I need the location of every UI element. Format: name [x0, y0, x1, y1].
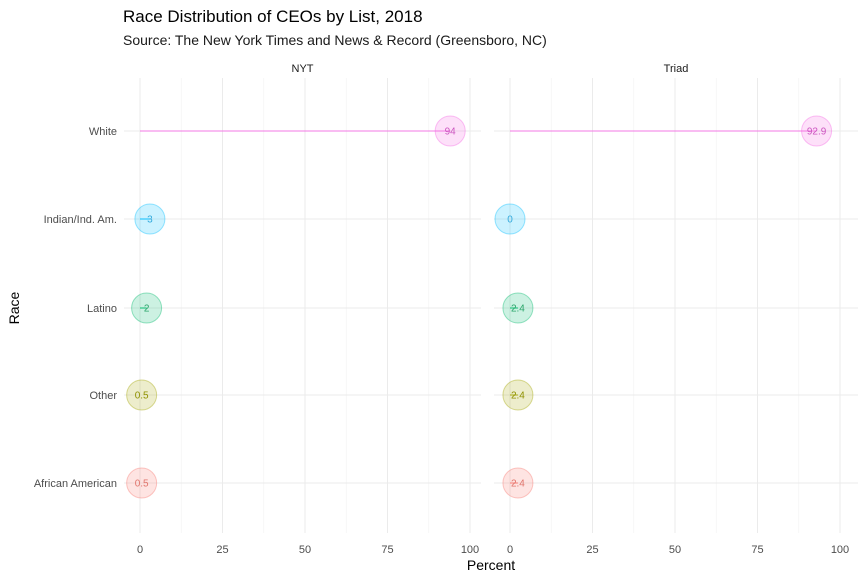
x-axis-title: Percent [467, 557, 515, 573]
data-point [134, 203, 166, 235]
data-label: 94 [445, 127, 457, 138]
facet-label: Triad [664, 63, 689, 75]
data-label: 0 [507, 215, 513, 226]
x-tick-label: 100 [831, 544, 849, 556]
plot-area: NYT 0 25 50 75 100 94 3 2 0.5 0.5 Triad 0 25 50 75 100 92… [34, 63, 858, 556]
data-label: 0.5 [135, 391, 149, 402]
data-label: 92.9 [807, 127, 827, 138]
x-tick-label: 75 [751, 544, 763, 556]
facet-label: NYT [292, 63, 314, 75]
data-point [131, 292, 163, 324]
data-label: 3 [147, 215, 153, 226]
x-tick-label: 50 [669, 544, 681, 556]
y-category-label: Other [89, 390, 117, 402]
data-point [502, 467, 534, 499]
y-category-label: Indian/Ind. Am. [44, 214, 117, 226]
data-label: 2.4 [511, 391, 525, 402]
data-label: 2.4 [511, 479, 525, 490]
data-label: 0.5 [135, 479, 149, 490]
chart-subtitle: Source: The New York Times and News & Re… [123, 32, 547, 48]
y-category-label: Latino [87, 303, 117, 315]
x-tick-label: 25 [216, 544, 228, 556]
x-tick-label: 25 [586, 544, 598, 556]
y-axis-title: Race [6, 291, 22, 324]
data-point [434, 115, 466, 147]
data-point [502, 379, 534, 411]
x-tick-label: 50 [299, 544, 311, 556]
y-category-label: African American [34, 478, 117, 490]
data-point [801, 115, 833, 147]
data-point [126, 379, 158, 411]
data-label: 2.4 [511, 304, 525, 315]
data-point [126, 467, 158, 499]
y-category-label: White [89, 126, 117, 138]
x-tick-label: 0 [137, 544, 143, 556]
x-tick-label: 0 [507, 544, 513, 556]
x-tick-label: 100 [461, 544, 479, 556]
chart-title: Race Distribution of CEOs by List, 2018 [123, 7, 423, 26]
x-tick-label: 75 [381, 544, 393, 556]
data-label: 2 [144, 304, 150, 315]
data-point [494, 203, 526, 235]
data-point [502, 292, 534, 324]
